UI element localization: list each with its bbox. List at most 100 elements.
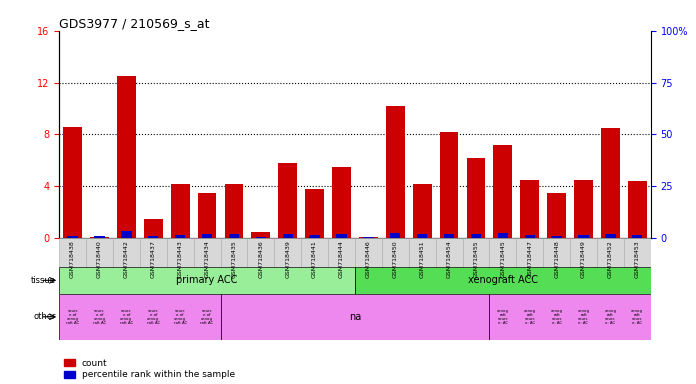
Bar	[440, 132, 459, 238]
Text: xenog
raft
sourc
e: AC: xenog raft sourc e: AC	[604, 309, 617, 325]
Bar	[574, 180, 593, 238]
Text: tissue: tissue	[31, 276, 56, 285]
Bar	[355, 238, 382, 267]
Bar	[578, 235, 589, 238]
Text: GSM718436: GSM718436	[258, 240, 263, 278]
Text: GSM718451: GSM718451	[420, 240, 425, 278]
Bar	[498, 233, 508, 238]
Text: GSM718445: GSM718445	[500, 240, 505, 278]
Bar	[144, 218, 163, 238]
Bar	[274, 238, 301, 267]
Text: GSM718454: GSM718454	[447, 240, 452, 278]
Bar	[306, 189, 324, 238]
Text: xenog
raft
sourc
e: AC: xenog raft sourc e: AC	[524, 309, 536, 325]
Bar	[444, 234, 454, 238]
Text: GSM718449: GSM718449	[581, 240, 586, 278]
Bar	[436, 238, 463, 267]
Bar	[86, 238, 113, 267]
Bar	[570, 238, 597, 267]
Bar	[225, 184, 244, 238]
Bar	[413, 184, 432, 238]
Text: GSM718440: GSM718440	[97, 240, 102, 278]
Bar	[516, 238, 543, 267]
Bar	[382, 238, 409, 267]
Text: GSM718446: GSM718446	[366, 240, 371, 278]
Text: GSM718434: GSM718434	[205, 240, 209, 278]
Bar	[417, 234, 427, 238]
Text: GSM718450: GSM718450	[393, 240, 398, 278]
Bar	[624, 238, 651, 267]
Bar	[359, 237, 378, 238]
Bar	[247, 238, 274, 267]
Legend: count, percentile rank within the sample: count, percentile rank within the sample	[63, 359, 235, 379]
Bar	[332, 167, 351, 238]
Bar	[255, 237, 266, 238]
Bar	[521, 180, 539, 238]
Bar	[597, 238, 624, 267]
Bar	[171, 184, 189, 238]
Text: GSM718437: GSM718437	[151, 240, 156, 278]
Text: sourc
e of
xenog
raft AC: sourc e of xenog raft AC	[66, 309, 79, 325]
Bar	[543, 238, 570, 267]
Bar	[59, 238, 86, 267]
Bar	[463, 238, 489, 267]
Text: GSM718455: GSM718455	[473, 240, 478, 278]
Bar	[148, 236, 159, 238]
Bar	[113, 238, 140, 267]
Bar	[310, 235, 319, 238]
Bar	[278, 163, 297, 238]
Bar	[202, 234, 212, 238]
Bar	[117, 76, 136, 238]
Bar	[466, 158, 485, 238]
Bar	[489, 238, 516, 267]
Bar	[121, 232, 132, 238]
Text: xenograft ACC: xenograft ACC	[468, 275, 538, 285]
Bar	[386, 106, 404, 238]
Text: primary ACC: primary ACC	[176, 275, 238, 285]
Bar	[606, 234, 615, 238]
Text: na: na	[349, 312, 361, 322]
Bar	[198, 193, 216, 238]
Bar	[283, 234, 293, 238]
Text: other: other	[33, 312, 56, 321]
Text: GSM718435: GSM718435	[232, 240, 237, 278]
Bar	[95, 237, 104, 238]
Bar	[336, 234, 347, 238]
Bar	[251, 232, 270, 238]
Bar	[363, 237, 374, 238]
Bar	[628, 181, 647, 238]
Bar	[547, 193, 566, 238]
Bar	[59, 294, 221, 340]
Bar	[601, 128, 620, 238]
Bar	[525, 235, 535, 238]
Bar	[229, 233, 239, 238]
Bar	[68, 236, 78, 238]
Text: sourc
e of
xenog
raft AC: sourc e of xenog raft AC	[93, 309, 106, 325]
Text: GSM718441: GSM718441	[312, 240, 317, 278]
Bar	[355, 267, 651, 294]
Bar	[63, 127, 82, 238]
Text: GSM718444: GSM718444	[339, 240, 344, 278]
Bar	[175, 235, 185, 238]
Bar	[90, 237, 109, 238]
Bar	[221, 294, 489, 340]
Bar	[551, 236, 562, 238]
Bar	[167, 238, 193, 267]
Text: GSM718439: GSM718439	[285, 240, 290, 278]
Bar	[489, 294, 651, 340]
Text: xenog
raft
sourc
e: AC: xenog raft sourc e: AC	[631, 309, 643, 325]
Bar	[140, 238, 167, 267]
Text: sourc
e of
xenog
raft AC: sourc e of xenog raft AC	[147, 309, 160, 325]
Bar	[632, 235, 642, 238]
Text: xenog
raft
sourc
e: AC: xenog raft sourc e: AC	[551, 309, 562, 325]
Bar	[328, 238, 355, 267]
Text: xenog
raft
sourc
e: AC: xenog raft sourc e: AC	[578, 309, 590, 325]
Text: sourc
e of
xenog
raft AC: sourc e of xenog raft AC	[120, 309, 133, 325]
Text: GSM718442: GSM718442	[124, 240, 129, 278]
Bar	[221, 238, 247, 267]
Text: GSM718448: GSM718448	[554, 240, 559, 278]
Bar	[193, 238, 221, 267]
Text: sourc
e of
xenog
raft AC: sourc e of xenog raft AC	[200, 309, 214, 325]
Text: sourc
e of
xenog
raft AC: sourc e of xenog raft AC	[173, 309, 187, 325]
Text: GSM718443: GSM718443	[177, 240, 182, 278]
